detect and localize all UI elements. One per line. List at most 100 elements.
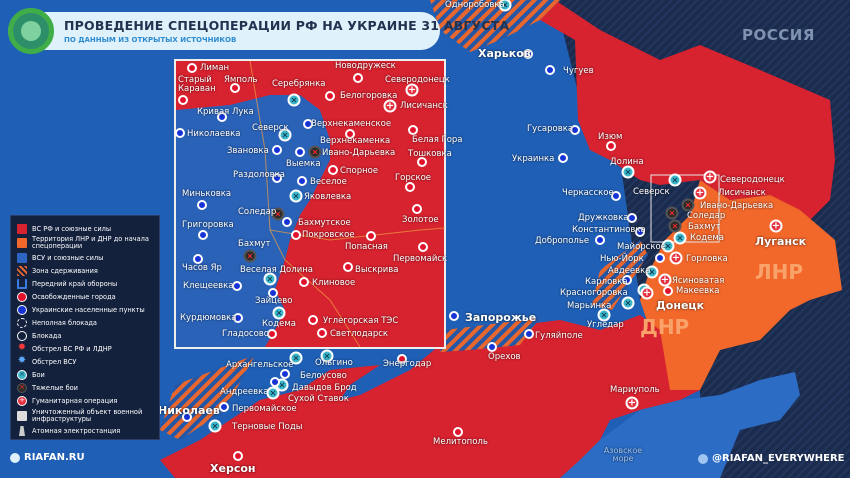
fight-marker-icon: × bbox=[320, 349, 334, 363]
title-bar bbox=[8, 12, 440, 50]
nuclear-plant-icon bbox=[19, 426, 25, 436]
fight-marker-icon: × bbox=[272, 306, 286, 320]
place-label: Веселое bbox=[310, 177, 347, 187]
place-label: Макеевка bbox=[676, 286, 720, 296]
legend-label: Освобожденные города bbox=[32, 292, 116, 301]
blue-marker-icon bbox=[595, 235, 605, 245]
legend-item: × Тяжелые бои bbox=[17, 383, 157, 393]
place-label: Светлодарск bbox=[330, 329, 389, 339]
country-label-russia: РОССИЯ bbox=[742, 26, 815, 44]
heavy-marker-icon: × bbox=[243, 249, 257, 263]
blue-marker-icon bbox=[193, 254, 203, 264]
place-label: Тошковка bbox=[408, 149, 452, 159]
legend-label: Атомная электростанция bbox=[32, 426, 121, 435]
telegram-link[interactable]: @RIAFAN_EVERYWHERE bbox=[698, 453, 845, 464]
fight-marker-icon: × bbox=[498, 0, 512, 12]
place-label: Григоровка bbox=[182, 220, 234, 230]
place-label: Авдеевка bbox=[608, 266, 651, 276]
red-marker-icon bbox=[233, 451, 243, 461]
place-label: Мариуполь bbox=[610, 385, 660, 395]
red-marker-icon bbox=[412, 204, 422, 214]
place-label: Горловка bbox=[686, 254, 728, 264]
red-marker-icon bbox=[417, 157, 427, 167]
place-label: Клещеевка bbox=[183, 281, 234, 291]
place-label: Ясиноватая bbox=[672, 276, 725, 286]
place-label: Белогоровка bbox=[340, 91, 398, 101]
red-marker-icon bbox=[418, 242, 428, 252]
place-label: Карловка bbox=[585, 277, 628, 287]
site-link[interactable]: RIAFAN.RU bbox=[10, 452, 85, 463]
place-label: Раздоловка bbox=[233, 170, 285, 180]
red-marker-icon bbox=[299, 277, 309, 287]
dashed-circle-icon bbox=[17, 318, 27, 328]
place-label: Майорское bbox=[617, 242, 666, 252]
riafan-logo-icon bbox=[10, 452, 20, 463]
red-marker-icon bbox=[343, 262, 353, 272]
russian-forces-northeast bbox=[520, 0, 835, 230]
blue-marker-icon bbox=[198, 230, 208, 240]
fight-marker-icon: × bbox=[287, 93, 301, 107]
place-label: Звановка bbox=[227, 146, 269, 156]
legend-label: Территория ЛНР и ДНР до начала спецопера… bbox=[32, 235, 149, 250]
red-marker-icon bbox=[606, 141, 616, 151]
place-label: Кодема bbox=[262, 319, 296, 329]
blue-marker-icon bbox=[449, 311, 459, 321]
place-label: Спорное bbox=[340, 166, 379, 176]
legend-item: ✸ Обстрел ВСУ bbox=[17, 356, 157, 367]
red-marker-icon bbox=[308, 315, 318, 325]
blue-marker-icon bbox=[282, 217, 292, 227]
legend-label: Передний край обороны bbox=[32, 279, 118, 288]
hum-marker-icon: + bbox=[703, 170, 717, 184]
legend-label: Зона сдерживания bbox=[32, 266, 98, 275]
place-label: Марьинка bbox=[567, 301, 612, 311]
fight-marker-icon: × bbox=[668, 173, 682, 187]
red-marker-icon bbox=[317, 328, 327, 338]
fight-marker-icon: × bbox=[266, 386, 280, 400]
hum-marker-icon: + bbox=[383, 99, 397, 113]
place-label: Андреевка bbox=[220, 387, 269, 397]
legend-item: Уничтоженный объект военной инфраструкту… bbox=[17, 409, 157, 423]
fight-marker-icon: × bbox=[621, 296, 635, 310]
blue-marker-icon bbox=[232, 281, 242, 291]
place-label: Первомайск bbox=[393, 254, 448, 264]
red-marker-icon bbox=[663, 286, 673, 296]
place-label: Ольгино bbox=[315, 358, 353, 368]
fight-marker-icon: × bbox=[278, 128, 292, 142]
hum-marker-icon: + bbox=[769, 219, 783, 233]
place-label: Покровское bbox=[302, 230, 355, 240]
blue-marker-icon bbox=[197, 200, 207, 210]
legend-label: ВСУ и союзные силы bbox=[32, 253, 104, 262]
red-marker-icon bbox=[405, 182, 415, 192]
place-label: Клиновое bbox=[312, 278, 356, 288]
page-subtitle: ПО ДАННЫМ ИЗ ОТКРЫТЫХ ИСТОЧНИКОВ bbox=[64, 36, 237, 44]
place-label: Северодонецк bbox=[720, 175, 785, 185]
place-label: Выскрива bbox=[355, 265, 399, 275]
place-label: Серебрянка bbox=[272, 79, 326, 89]
red-marker-icon bbox=[353, 73, 363, 83]
place-label: Бахмут bbox=[688, 222, 721, 232]
containment-zone-zaporozhye bbox=[440, 318, 540, 352]
place-label: Верхнекаменка bbox=[320, 136, 391, 146]
place-label: Николаев bbox=[158, 404, 220, 417]
place-label: Курдюмовка bbox=[180, 313, 237, 323]
circle-icon bbox=[17, 331, 27, 341]
blue-marker-icon bbox=[270, 377, 280, 387]
place-label: Белоусово bbox=[300, 371, 347, 381]
place-label: Терновые Поды bbox=[232, 422, 303, 432]
lnr-dnr-territory bbox=[640, 180, 842, 390]
place-label: Архангельское bbox=[226, 360, 294, 370]
red-marker-icon bbox=[230, 83, 240, 93]
place-label: Часов Яр bbox=[182, 263, 222, 273]
place-label: Попасная bbox=[345, 242, 388, 252]
place-label: Выемка bbox=[286, 159, 321, 169]
place-label: Зайцево bbox=[255, 296, 293, 306]
place-label: Гладосово bbox=[222, 329, 269, 339]
blue-marker-icon bbox=[303, 119, 313, 129]
red-marker-icon bbox=[267, 329, 277, 339]
legend-item: Передний край обороны bbox=[17, 279, 157, 289]
place-label: Кодема bbox=[690, 233, 724, 243]
place-label: Лисичанск bbox=[400, 101, 448, 111]
place-label: Орехов bbox=[488, 352, 521, 362]
place-label: Давыдов Брод bbox=[292, 383, 357, 393]
inset-ukraine-area bbox=[176, 95, 330, 347]
